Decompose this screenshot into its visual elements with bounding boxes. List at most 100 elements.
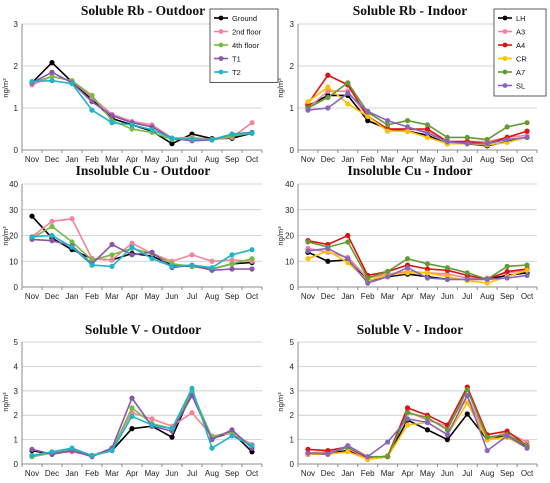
x-tick-label: Jul [187, 469, 197, 478]
data-point [345, 80, 351, 86]
data-point [189, 136, 195, 143]
y-tick-label: 0 [14, 146, 19, 155]
y-axis-label: ng/m³ [276, 78, 285, 98]
data-point [29, 234, 35, 240]
data-point [249, 256, 255, 262]
y-tick-label: 4 [14, 362, 19, 371]
data-point [129, 122, 135, 128]
series-line [31, 225, 253, 270]
x-tick-label: Aug [205, 292, 219, 301]
data-point [109, 447, 115, 454]
data-point [229, 131, 235, 137]
data-point [305, 99, 311, 105]
data-point [484, 136, 490, 143]
data-point [365, 108, 371, 114]
x-tick-label: Oct [246, 155, 259, 164]
data-point [29, 213, 35, 219]
data-point [404, 118, 411, 124]
data-point [29, 452, 35, 459]
x-tick-label: Jul [462, 155, 472, 164]
data-point [169, 141, 175, 147]
data-point [169, 135, 175, 141]
series-line [307, 240, 528, 281]
x-tick-label: Feb [85, 469, 99, 478]
data-point [444, 139, 450, 145]
x-tick-label: Aug [480, 292, 494, 301]
data-point [345, 101, 351, 107]
data-point [424, 275, 431, 281]
x-tick-label: Jun [166, 469, 179, 478]
x-tick-label: Dec [45, 155, 59, 164]
data-point [385, 439, 391, 445]
y-tick-label: 20 [9, 232, 18, 241]
legend-swatch-marker [502, 83, 508, 88]
data-point [484, 280, 490, 286]
data-point [424, 134, 431, 140]
data-point [524, 120, 530, 126]
data-point [385, 118, 391, 124]
x-tick-label: Jun [441, 469, 454, 478]
x-tick-label: Oct [246, 292, 259, 301]
data-point [129, 240, 135, 246]
data-point [109, 252, 115, 258]
x-tick-label: Jul [462, 292, 472, 301]
data-point [29, 78, 35, 85]
data-point [305, 248, 311, 254]
series-line [307, 85, 528, 146]
data-point [424, 266, 431, 272]
data-point [345, 239, 351, 245]
data-point [249, 449, 255, 455]
data-point [49, 73, 55, 80]
x-tick-label: Sep [500, 292, 515, 301]
series-line [31, 390, 253, 457]
data-point [89, 262, 95, 268]
legend: Ground 2nd floor 4th floor T1 T2 [209, 8, 279, 83]
y-tick-label: 1 [290, 104, 295, 113]
x-tick-label: Aug [205, 469, 219, 478]
data-point [385, 122, 391, 128]
chart-panel-5: 0 1 2 3 4 5 Nov Dec Jan Feb Mar Apr May Jun Jul Aug Sep O… [1, 322, 263, 478]
data-point [404, 128, 411, 134]
x-tick-label: Jan [341, 292, 354, 301]
data-point [424, 270, 431, 276]
data-point [365, 275, 371, 281]
series-line [31, 234, 253, 269]
x-tick-label: Mar [381, 155, 395, 164]
data-point [249, 120, 255, 126]
y-axis-label: ng/m³ [276, 392, 285, 412]
data-point [149, 249, 155, 255]
data-point [424, 130, 431, 136]
x-tick-label: Feb [361, 469, 375, 478]
data-point [444, 276, 450, 282]
data-point [504, 428, 510, 434]
x-tick-label: Jan [341, 155, 354, 164]
data-point [484, 447, 490, 454]
legend-box [493, 8, 547, 97]
x-tick-label: Oct [246, 469, 259, 478]
data-point [209, 445, 215, 451]
data-point [129, 252, 135, 258]
data-point [229, 252, 235, 258]
y-tick-label: 1 [14, 436, 19, 445]
data-point [189, 252, 195, 258]
y-tick-label: 2 [14, 411, 19, 420]
data-point [109, 241, 115, 248]
data-point [325, 245, 331, 251]
data-point [69, 244, 75, 250]
legend-label: T1 [232, 55, 241, 64]
data-point [464, 276, 470, 282]
x-tick-label: Dec [321, 292, 335, 301]
y-axis-label: ng/m³ [276, 226, 285, 246]
data-point [345, 232, 351, 239]
x-tick-label: Nov [301, 155, 315, 164]
data-point [424, 126, 431, 132]
series-line [307, 385, 528, 459]
data-point [404, 405, 411, 411]
data-point [325, 88, 331, 94]
data-point [524, 262, 530, 268]
data-point [49, 238, 55, 244]
x-tick-label: Jun [166, 155, 179, 164]
legend-label: Ground [232, 14, 257, 23]
data-point [129, 405, 135, 411]
x-tick-label: Feb [85, 292, 99, 301]
